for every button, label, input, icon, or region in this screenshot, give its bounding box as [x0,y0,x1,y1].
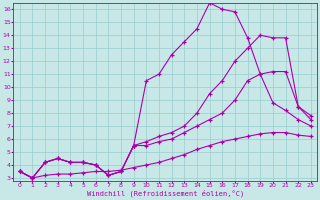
X-axis label: Windchill (Refroidissement éolien,°C): Windchill (Refroidissement éolien,°C) [87,190,244,197]
